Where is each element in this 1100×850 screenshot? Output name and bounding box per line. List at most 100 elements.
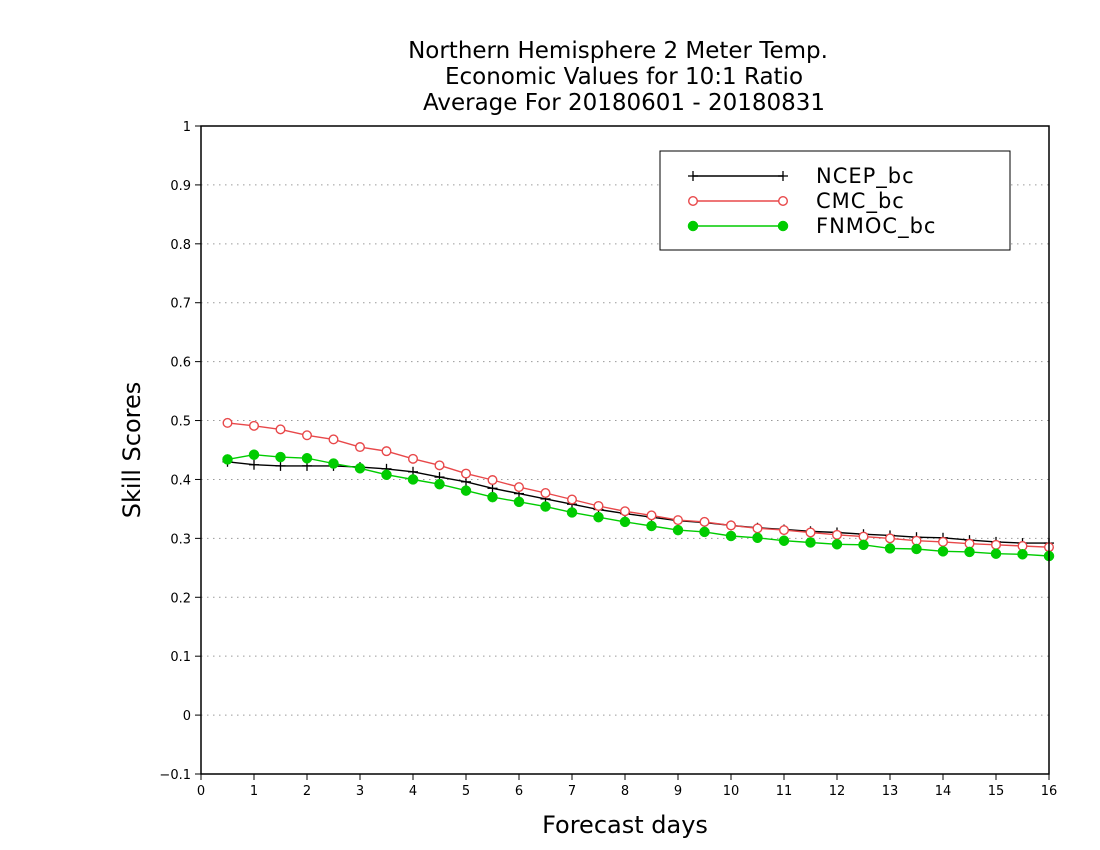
y-tick-label: 1	[183, 120, 191, 135]
plot-frame	[200, 125, 1050, 775]
data-point-fnmoc-bc	[407, 474, 419, 485]
y-axis-label: Skill Scores	[118, 382, 146, 519]
data-point-cmc-bc	[885, 533, 896, 544]
data-point-cmc-bc	[540, 488, 551, 499]
data-point-fnmoc-bc	[990, 548, 1002, 559]
legend-marker	[688, 195, 699, 206]
data-point-cmc-bc	[779, 525, 790, 536]
x-tick-label: 9	[674, 784, 682, 799]
data-point-cmc-bc	[646, 510, 657, 521]
x-tick-label: 7	[568, 784, 576, 799]
data-point-cmc-bc	[381, 446, 392, 457]
data-point-fnmoc-bc	[805, 537, 816, 548]
title-line-2: Economic Values for 10:1 Ratio	[445, 64, 803, 90]
y-tick-label: 0.8	[170, 238, 191, 253]
data-point-fnmoc-bc	[1017, 549, 1028, 560]
data-point-fnmoc-bc	[593, 511, 604, 523]
y-tick-label: 0.5	[170, 415, 191, 430]
y-tick-label: 0.3	[170, 532, 191, 547]
x-tick-label: 11	[776, 784, 793, 799]
data-point-fnmoc-bc	[619, 516, 631, 528]
series-cmc-bc	[222, 417, 1054, 553]
data-point-fnmoc-bc	[487, 491, 498, 503]
legend-marker	[688, 171, 698, 181]
data-point-ncep-bc	[249, 459, 259, 470]
data-point-fnmoc-bc	[725, 530, 737, 542]
data-point-cmc-bc	[222, 417, 233, 428]
y-tick-label: 0	[183, 709, 191, 724]
data-point-fnmoc-bc	[566, 507, 578, 518]
y-tick-label: 0.1	[170, 650, 191, 665]
data-point-fnmoc-bc	[858, 539, 869, 551]
y-tick-label: 0.7	[170, 297, 191, 312]
data-point-cmc-bc	[328, 434, 339, 445]
data-point-fnmoc-bc	[646, 520, 657, 532]
data-point-cmc-bc	[302, 430, 313, 441]
y-tick-label: 0.2	[170, 591, 191, 606]
x-tick-label: 12	[829, 784, 846, 799]
x-tick-label: 0	[197, 784, 205, 799]
x-tick-label: 13	[882, 784, 899, 799]
x-tick-label: 5	[462, 784, 470, 799]
y-tick-label: 0.9	[170, 179, 191, 194]
series-line-ncep-bc	[227, 461, 1049, 544]
data-point-fnmoc-bc	[540, 501, 551, 512]
x-axis-label: Forecast days	[542, 811, 708, 839]
legend-marker	[687, 220, 699, 232]
data-point-cmc-bc	[434, 460, 445, 471]
data-point-cmc-bc	[461, 468, 472, 479]
data-point-fnmoc-bc	[460, 485, 472, 496]
data-point-cmc-bc	[593, 500, 604, 511]
title-line-1: Northern Hemisphere 2 Meter Temp.	[408, 38, 828, 64]
y-axis-ticks: −0.1 0 0.1 0.2 0.3 0.4 0.5 0.6 0.7 0.8 0.9 1	[159, 120, 201, 783]
data-point-cmc-bc	[514, 482, 525, 493]
data-point-cmc-bc	[726, 520, 737, 531]
legend-marker	[777, 220, 789, 232]
legend-entry-fnmoc-bc: FNMOC_bc	[687, 214, 936, 239]
y-tick-label: 0.4	[170, 473, 191, 488]
data-point-cmc-bc	[832, 529, 843, 540]
data-point-cmc-bc	[487, 475, 498, 486]
data-point-cmc-bc	[620, 506, 631, 517]
grid	[201, 184, 1049, 716]
series-ncep-bc	[222, 456, 1054, 549]
x-tick-label: 3	[356, 784, 364, 799]
legend-label: FNMOC_bc	[816, 214, 936, 239]
data-point-fnmoc-bc	[328, 458, 339, 469]
data-point-fnmoc-bc	[937, 546, 949, 557]
x-tick-label: 2	[303, 784, 311, 799]
data-point-cmc-bc	[991, 539, 1002, 550]
x-tick-label: 4	[409, 784, 417, 799]
data-point-fnmoc-bc	[911, 543, 922, 555]
data-point-fnmoc-bc	[513, 496, 525, 508]
legend-label: NCEP_bc	[816, 164, 915, 189]
data-point-cmc-bc	[567, 494, 578, 505]
data-point-cmc-bc	[408, 453, 419, 464]
data-point-cmc-bc	[752, 523, 763, 534]
data-point-fnmoc-bc	[964, 546, 975, 558]
series-line-cmc-bc	[227, 422, 1050, 548]
x-tick-label: 8	[621, 784, 629, 799]
data-point-fnmoc-bc	[354, 463, 366, 474]
x-tick-label: 1	[250, 784, 258, 799]
data-point-ncep-bc	[275, 460, 286, 471]
data-point-fnmoc-bc	[434, 478, 445, 490]
data-point-cmc-bc	[275, 424, 286, 435]
data-point-cmc-bc	[248, 420, 259, 431]
chart-title: Northern Hemisphere 2 Meter Temp. Econom…	[408, 38, 828, 116]
x-tick-label: 16	[1041, 784, 1058, 799]
data-point-cmc-bc	[355, 442, 366, 453]
series-fnmoc-bc	[222, 449, 1055, 562]
x-tick-label: 10	[723, 784, 740, 799]
data-point-fnmoc-bc	[884, 543, 896, 554]
x-tick-label: 14	[935, 784, 952, 799]
series	[222, 417, 1055, 562]
data-point-fnmoc-bc	[752, 532, 763, 544]
data-point-fnmoc-bc	[831, 539, 843, 550]
data-point-fnmoc-bc	[301, 452, 313, 464]
data-point-fnmoc-bc	[248, 449, 260, 460]
legend-marker	[778, 171, 788, 181]
data-point-cmc-bc	[938, 536, 949, 547]
